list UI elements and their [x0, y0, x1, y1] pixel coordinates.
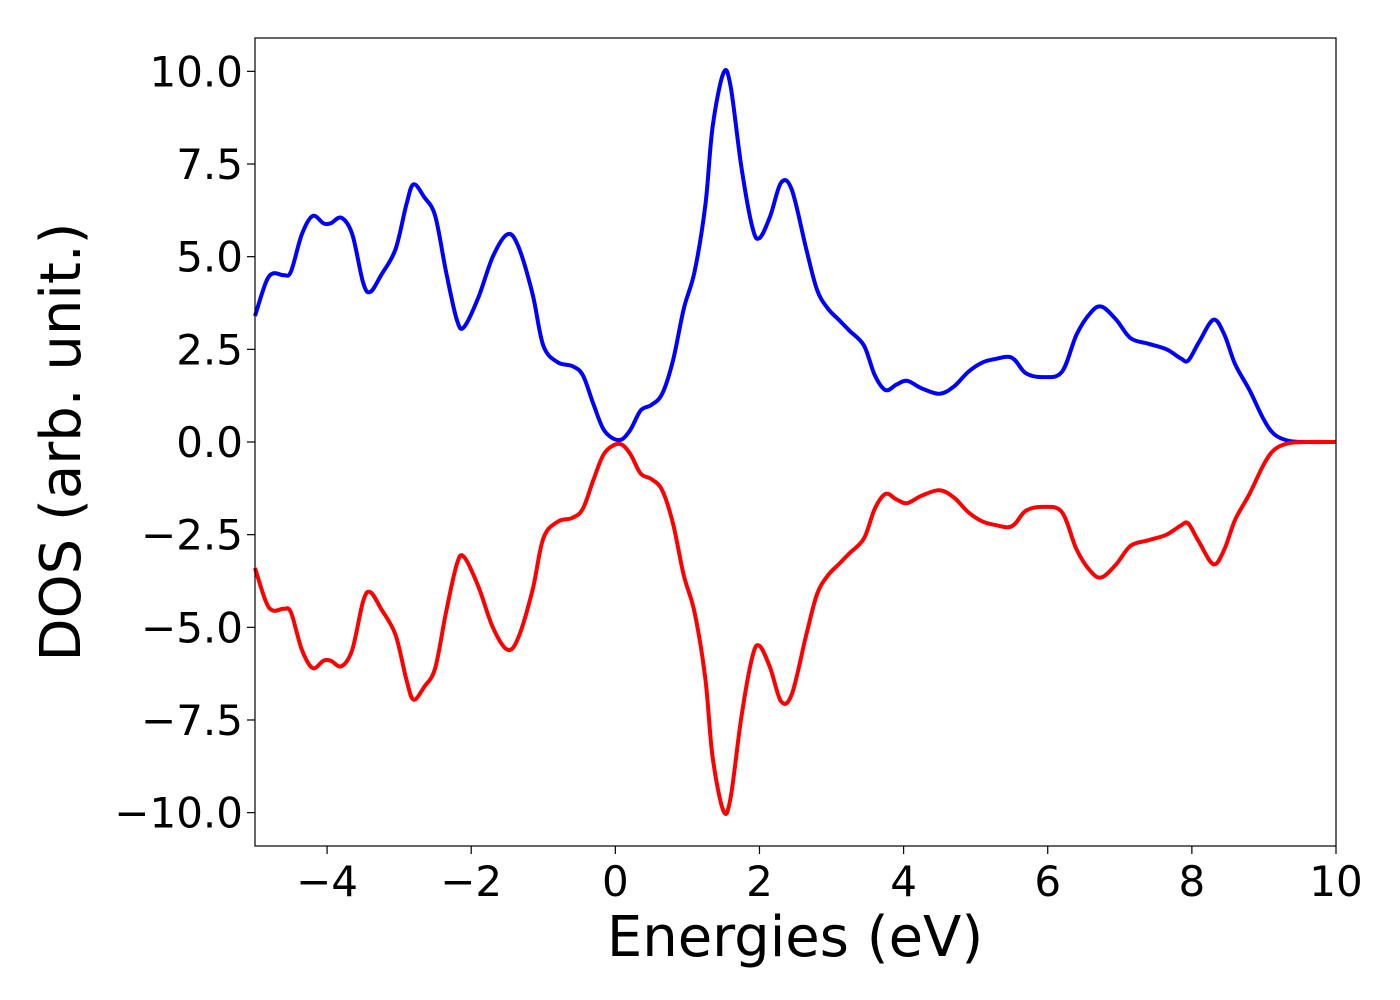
series-line-1 [253, 68, 1337, 445]
x-tick-label: −4 [296, 857, 358, 906]
x-axis-title: Energies (eV) [607, 905, 983, 970]
x-tick-label: 2 [746, 857, 773, 906]
y-tick-label: −2.5 [141, 511, 243, 560]
y-axis: 10.0 7.5 5.0 2.5 0.0 −2.5 −5.0 −7.5 −10.0 [114, 47, 255, 838]
y-axis-title: DOS (arb. unit.) [29, 222, 94, 661]
x-tick-label: 0 [602, 857, 629, 906]
series-line-2 [253, 439, 1337, 816]
x-tick-label: 6 [1034, 857, 1061, 906]
y-tick-label: −5.0 [141, 603, 243, 652]
x-tick-label: −2 [440, 857, 502, 906]
x-tick-label: 10 [1309, 857, 1362, 906]
y-tick-label: −7.5 [141, 696, 243, 745]
x-tick-label: 4 [890, 857, 917, 906]
series-layer [253, 68, 1337, 816]
y-tick-label: 10.0 [149, 47, 243, 96]
y-tick-label: 2.5 [176, 325, 243, 374]
y-tick-label: 0.0 [176, 418, 243, 467]
y-tick-label: −10.0 [114, 789, 243, 838]
x-axis: −4 −2 0 2 4 6 8 10 [296, 846, 1363, 906]
x-tick-label: 8 [1178, 857, 1205, 906]
y-tick-label: 7.5 [176, 140, 243, 189]
plot-frame [254, 37, 1337, 847]
y-tick-label: 5.0 [176, 233, 243, 282]
